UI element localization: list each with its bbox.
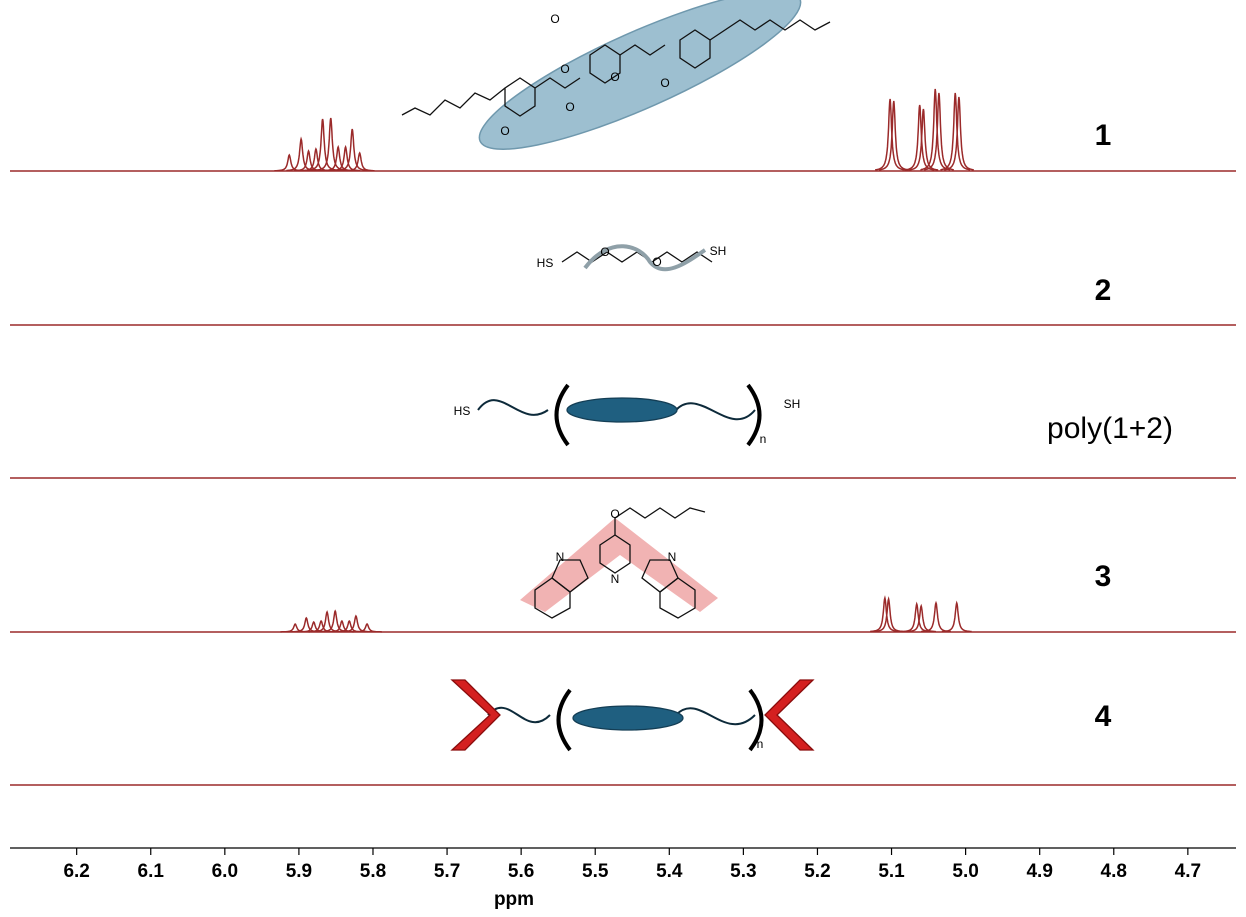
x-tick-label: 5.3 <box>730 861 756 882</box>
end-cap <box>450 679 501 751</box>
peak <box>352 623 382 633</box>
end-cap <box>764 679 815 751</box>
peak <box>878 100 909 171</box>
mesogen <box>572 705 684 731</box>
x-tick-label: 5.2 <box>804 861 830 882</box>
atom-label: O <box>560 62 569 76</box>
atom-label: O <box>660 76 669 90</box>
x-tick-label: 5.5 <box>582 861 609 882</box>
ring <box>504 77 536 117</box>
bond <box>709 19 831 41</box>
atom-label: O <box>652 255 661 269</box>
atom-label: O <box>550 12 559 26</box>
peak <box>875 98 906 171</box>
bond <box>619 44 666 56</box>
peak <box>340 614 371 633</box>
atom-label: SH <box>710 244 727 258</box>
bracket <box>554 383 762 447</box>
atom-label: n <box>760 432 767 446</box>
x-tick-label: 5.7 <box>434 861 460 882</box>
atom-label: O <box>500 124 509 138</box>
peak <box>330 144 361 172</box>
trace-label: poly(1+2) <box>1047 412 1173 445</box>
bracket <box>556 688 764 752</box>
atom-label: O <box>610 70 619 84</box>
x-tick-label: 5.4 <box>656 861 683 882</box>
atom-label: HS <box>537 256 554 270</box>
peak <box>908 108 939 171</box>
x-tick-label: 6.1 <box>138 861 165 882</box>
atom-label: SH <box>784 397 801 411</box>
ring <box>679 29 711 69</box>
ring <box>659 577 696 619</box>
x-tick-label: 5.8 <box>360 861 386 882</box>
x-axis-label: ppm <box>494 889 534 910</box>
atom-label: N <box>668 550 677 564</box>
atom-label: N <box>611 572 620 586</box>
x-tick-label: 4.9 <box>1026 861 1052 882</box>
trace-label: 1 <box>1095 119 1112 152</box>
ring <box>589 44 621 84</box>
trace-label: 2 <box>1095 274 1112 307</box>
chain <box>477 399 756 421</box>
atom-label: N <box>556 550 565 564</box>
x-tick-label: 6.2 <box>63 861 89 882</box>
structures <box>401 0 831 752</box>
mesogen-highlight <box>478 0 802 150</box>
peak <box>344 151 375 172</box>
ligand-highlight <box>520 518 718 612</box>
x-tick-label: 6.0 <box>212 861 238 882</box>
peak <box>940 92 971 171</box>
bond <box>401 87 506 116</box>
x-tick-label: 5.6 <box>508 861 534 882</box>
peak <box>941 600 972 633</box>
peak <box>943 96 974 171</box>
mesogen <box>566 397 678 423</box>
bond <box>614 507 706 535</box>
x-tick-label: 4.8 <box>1101 861 1127 882</box>
atom-label: HS <box>454 404 471 418</box>
atom-label: O <box>610 507 619 521</box>
x-tick-label: 4.7 <box>1175 861 1201 882</box>
peak <box>873 596 904 633</box>
x-tick-label: 5.1 <box>878 861 905 882</box>
atom-label: O <box>600 245 609 259</box>
x-tick-label: 5.9 <box>286 861 312 882</box>
trace-label: 3 <box>1095 560 1112 593</box>
flex-highlight <box>583 244 707 272</box>
ring <box>551 559 589 593</box>
ring <box>534 577 571 619</box>
peak <box>337 128 368 172</box>
x-tick-label: 5.0 <box>952 861 978 882</box>
peak <box>327 619 357 633</box>
peak <box>906 603 936 633</box>
trace-label: 4 <box>1095 700 1112 733</box>
bond <box>534 77 581 89</box>
atom-label: O <box>565 100 574 114</box>
atom-label: n <box>757 737 764 751</box>
peak <box>280 623 310 633</box>
